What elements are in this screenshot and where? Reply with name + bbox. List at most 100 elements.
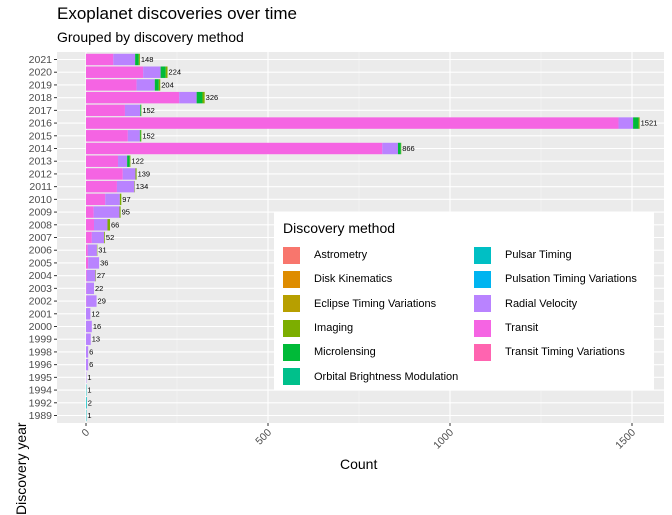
bar-segment	[639, 117, 640, 128]
bar-segment	[139, 54, 140, 65]
bar-segment	[140, 130, 141, 141]
y-tick-label: 1992	[29, 397, 53, 409]
legend-swatch	[283, 247, 300, 264]
y-tick-label: 2000	[29, 321, 53, 333]
legend-column-1: Astrometry Disk Kinematics Eclipse Timing …	[283, 243, 458, 389]
bar-segment	[86, 168, 123, 179]
data-label: 139	[138, 169, 151, 178]
bar-segment	[125, 105, 140, 116]
bar-segment	[107, 219, 110, 230]
bar-segment	[88, 257, 99, 268]
legend-label: Pulsar Timing	[505, 249, 572, 261]
y-tick-label: 2007	[29, 232, 53, 244]
bar-segment	[104, 232, 105, 243]
bar-segment	[113, 54, 135, 65]
legend-swatch	[283, 344, 300, 361]
bar-segment	[86, 333, 91, 344]
bar-segment	[128, 130, 140, 141]
bar-segment	[130, 155, 131, 166]
data-label: 95	[122, 208, 130, 217]
legend-item: Transit Timing Variations	[474, 340, 637, 364]
data-label: 134	[136, 182, 149, 191]
bar-segment	[633, 117, 638, 128]
legend-label: Astrometry	[314, 249, 367, 261]
bar-segment	[86, 194, 105, 205]
y-tick-label: 2004	[29, 270, 53, 282]
legend-item: Astrometry	[283, 243, 458, 267]
bar-segment	[94, 219, 107, 230]
bar-segment	[86, 232, 92, 243]
y-tick-label: 2017	[29, 105, 53, 117]
bar-segment	[86, 206, 94, 217]
legend-swatch	[474, 344, 491, 361]
data-label: 1521	[641, 119, 658, 128]
bar-segment	[136, 168, 137, 179]
y-tick-label: 1995	[29, 372, 53, 384]
bar-segment	[119, 206, 120, 217]
bar-segment	[105, 194, 120, 205]
legend-swatch	[474, 271, 491, 288]
x-tick-label: 1000	[431, 427, 456, 452]
data-label: 27	[97, 271, 105, 280]
data-label: 52	[106, 233, 114, 242]
bar-segment	[179, 92, 196, 103]
bar-segment	[92, 232, 104, 243]
y-tick-label: 2018	[29, 92, 53, 104]
legend-swatch	[283, 320, 300, 337]
data-label: 13	[92, 335, 100, 344]
data-label: 326	[206, 93, 219, 102]
bar-segment	[86, 181, 117, 192]
data-label: 22	[95, 284, 103, 293]
y-tick-label: 1998	[29, 346, 53, 358]
bar-segment	[135, 54, 139, 65]
bar-segment	[86, 346, 88, 357]
legend-swatch	[283, 271, 300, 288]
y-tick-label: 2001	[29, 308, 53, 320]
bar-segment	[86, 105, 125, 116]
bar-segment	[86, 308, 90, 319]
data-label: 29	[98, 297, 106, 306]
legend-swatch	[474, 320, 491, 337]
legend-item: Microlensing	[283, 340, 458, 364]
data-label: 152	[142, 106, 155, 115]
legend-item: Pulsar Timing	[474, 243, 637, 267]
bar-segment	[86, 321, 92, 332]
y-tick-label: 2008	[29, 219, 53, 231]
x-axis-label: Count	[340, 456, 377, 472]
x-tick-label: 500	[253, 427, 274, 448]
bar-segment	[398, 143, 401, 154]
legend-title: Discovery method	[283, 220, 395, 236]
legend-swatch	[474, 295, 491, 312]
x-tick-label: 0	[80, 427, 93, 440]
legend-swatch	[283, 295, 300, 312]
bar-segment	[197, 92, 203, 103]
data-label: 97	[122, 195, 130, 204]
legend-swatch	[283, 368, 300, 385]
chart-subtitle: Grouped by discovery method	[57, 29, 244, 45]
bar-segment	[86, 283, 94, 294]
y-tick-label: 2011	[29, 181, 52, 193]
bar-segment	[127, 155, 130, 166]
bar-segment	[161, 66, 166, 77]
data-label: 122	[131, 157, 144, 166]
bar-segment	[120, 194, 121, 205]
bar-segment	[141, 130, 142, 141]
y-tick-label: 2009	[29, 207, 53, 219]
y-tick-label: 2010	[29, 194, 53, 206]
legend-label: Eclipse Timing Variations	[314, 298, 436, 310]
bar-segment	[86, 295, 96, 306]
legend-label: Disk Kinematics	[314, 273, 392, 285]
legend-item: Radial Velocity	[474, 292, 637, 316]
y-tick-label: 2015	[29, 130, 53, 142]
legend-item: Transit	[474, 316, 637, 340]
bar-segment	[143, 66, 160, 77]
y-axis-label: Discovery year	[13, 422, 29, 515]
legend-label: Imaging	[314, 322, 353, 334]
bar-segment	[86, 244, 88, 255]
y-tick-label: 2019	[29, 79, 53, 91]
y-tick-label: 2003	[29, 283, 53, 295]
bar-segment	[87, 270, 96, 281]
y-tick-label: 2006	[29, 245, 53, 257]
bar-segment	[86, 92, 179, 103]
